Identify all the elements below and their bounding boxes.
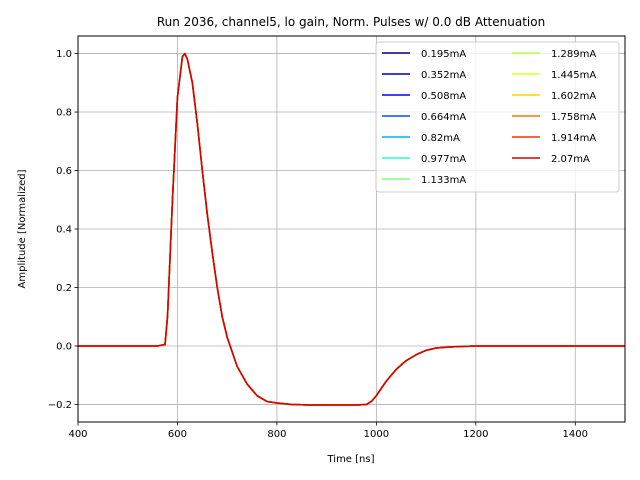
legend-label: 1.758mA	[551, 112, 596, 123]
y-tick-label: −0.2	[48, 400, 72, 411]
x-tick-label: 600	[168, 429, 187, 440]
legend-label: 0.195mA	[421, 49, 466, 60]
legend-label: 0.352mA	[421, 70, 466, 81]
series-line	[78, 52, 625, 406]
legend-label: 1.289mA	[551, 49, 596, 60]
y-tick-label: 0.4	[56, 225, 72, 236]
x-tick-label: 400	[68, 429, 87, 440]
x-tick-label: 800	[267, 429, 286, 440]
chart-title: Run 2036, channel5, lo gain, Norm. Pulse…	[157, 15, 545, 29]
legend-label: 1.445mA	[551, 70, 596, 81]
x-axis-label: Time [ns]	[326, 454, 374, 465]
y-tick-label: 0.2	[56, 283, 72, 294]
legend: 0.195mA 0.352mA 0.508mA 0.664mA 0.82mA 0.977m…	[375, 41, 620, 193]
y-tick-label: 0.6	[56, 166, 72, 177]
legend-label: 1.133mA	[421, 175, 466, 186]
y-axis-ticks: −0.2 0.0 0.2 0.4 0.6 0.8 1.0	[48, 49, 78, 411]
legend-label: 0.977mA	[421, 154, 466, 165]
series-lines	[78, 52, 625, 406]
legend-label: 0.82mA	[421, 133, 460, 144]
x-axis-ticks: 400 600 800 1000 1200 1400	[68, 422, 588, 440]
legend-label: 1.602mA	[551, 91, 596, 102]
legend-label: 1.914mA	[551, 133, 596, 144]
x-tick-label: 1200	[463, 429, 488, 440]
legend-label: 0.664mA	[421, 112, 466, 123]
legend-label: 0.508mA	[421, 91, 466, 102]
x-tick-label: 1000	[364, 429, 389, 440]
legend-box	[375, 41, 620, 193]
legend-label: 2.07mA	[551, 154, 590, 165]
y-tick-label: 0.8	[56, 108, 72, 119]
y-tick-label: 1.0	[56, 49, 72, 60]
y-tick-label: 0.0	[56, 341, 72, 352]
x-tick-label: 1400	[563, 429, 588, 440]
y-axis-label: Amplitude [Normalized]	[17, 169, 28, 288]
